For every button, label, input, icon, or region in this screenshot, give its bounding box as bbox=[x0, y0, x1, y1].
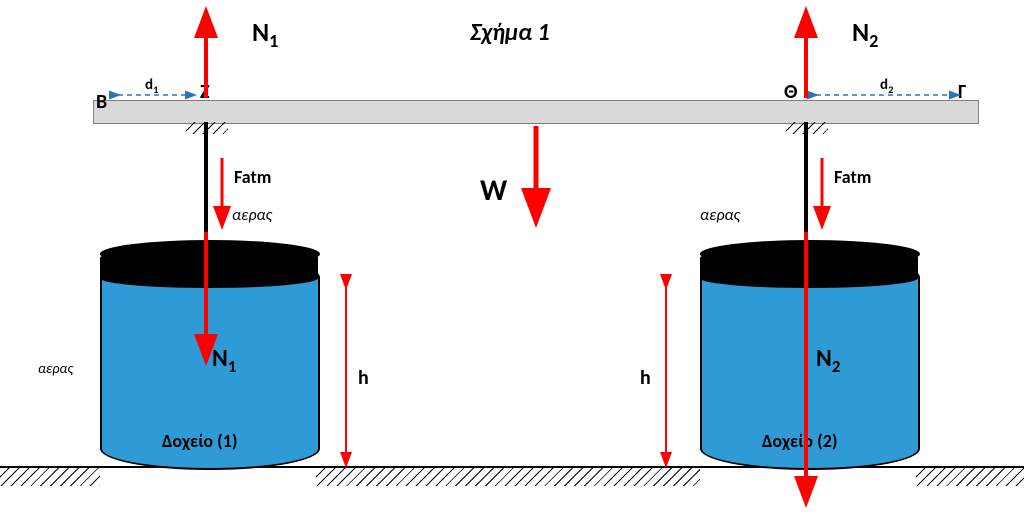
arrows-overlay bbox=[0, 0, 1024, 519]
figure-stage: Σχήμα 1 Β Ζ Θ Γ Δοχείο (1) Δοχείο (2) αε… bbox=[0, 0, 1024, 519]
